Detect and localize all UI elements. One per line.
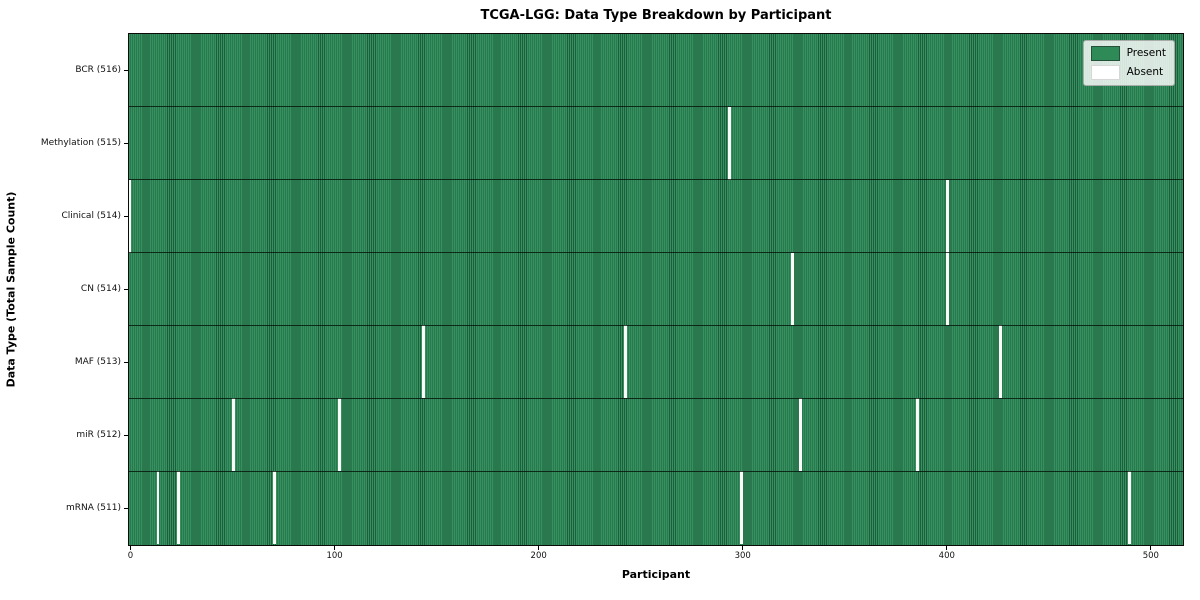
absent-gap bbox=[156, 471, 160, 544]
x-tick-label: 400 bbox=[938, 551, 955, 561]
y-tick-mark bbox=[124, 361, 128, 363]
y-tick-mark bbox=[124, 507, 128, 509]
absent-swatch-icon bbox=[1090, 65, 1120, 80]
x-tick-mark bbox=[130, 546, 132, 550]
y-tick-mark bbox=[124, 434, 128, 436]
y-tick-label: MAF (513) bbox=[74, 356, 121, 367]
row-divider bbox=[129, 179, 1183, 181]
chart-title: TCGA-LGG: Data Type Breakdown by Partici… bbox=[480, 8, 832, 23]
x-tick-mark bbox=[742, 546, 744, 550]
x-tick-label: 100 bbox=[326, 551, 343, 561]
y-tick-mark bbox=[124, 216, 128, 218]
absent-gap bbox=[1128, 471, 1131, 544]
y-tick-label: Methylation (515) bbox=[40, 138, 121, 149]
absent-gap bbox=[946, 179, 950, 253]
x-tick-mark bbox=[1150, 546, 1152, 550]
absent-gap bbox=[177, 471, 180, 544]
absent-gap bbox=[129, 179, 131, 253]
x-axis-label: Participant bbox=[621, 568, 691, 581]
row-divider bbox=[129, 106, 1183, 108]
legend: Present Absent bbox=[1082, 40, 1175, 86]
absent-gap bbox=[791, 252, 795, 326]
y-tick-label: BCR (516) bbox=[75, 65, 121, 76]
absent-gap bbox=[999, 325, 1003, 399]
legend-label-present: Present bbox=[1126, 47, 1166, 59]
x-tick-mark bbox=[946, 546, 948, 550]
y-tick-mark bbox=[124, 289, 128, 290]
legend-entry-present: Present bbox=[1090, 46, 1166, 61]
absent-gap bbox=[740, 471, 744, 544]
y-tick-mark bbox=[124, 143, 128, 145]
y-tick-label: Clinical (514) bbox=[61, 211, 121, 222]
plot-area: Present Absent bbox=[128, 33, 1184, 546]
absent-gap bbox=[799, 398, 803, 472]
absent-gap bbox=[338, 398, 342, 472]
legend-label-absent: Absent bbox=[1126, 66, 1164, 78]
row-divider bbox=[129, 252, 1183, 254]
x-tick-mark bbox=[538, 546, 540, 550]
absent-gap bbox=[623, 325, 627, 399]
row-divider bbox=[129, 397, 1183, 399]
absent-gap bbox=[421, 325, 425, 399]
absent-gap bbox=[232, 398, 235, 472]
absent-gap bbox=[728, 106, 731, 180]
y-tick-label: CN (514) bbox=[80, 284, 121, 294]
legend-entry-absent: Absent bbox=[1090, 65, 1166, 80]
absent-gap bbox=[946, 252, 950, 326]
x-tick-label: 300 bbox=[734, 551, 751, 561]
absent-gap bbox=[272, 471, 276, 544]
row-divider bbox=[129, 470, 1183, 472]
y-tick-label: miR (512) bbox=[76, 429, 121, 440]
x-tick-mark bbox=[334, 546, 336, 550]
absent-gap bbox=[915, 398, 919, 472]
x-tick-label: 200 bbox=[530, 551, 547, 561]
y-tick-label: mRNA (511) bbox=[66, 502, 121, 513]
y-tick-mark bbox=[124, 70, 128, 72]
x-tick-label: 500 bbox=[1142, 551, 1159, 561]
present-swatch-icon bbox=[1090, 46, 1120, 61]
x-tick-label: 0 bbox=[127, 551, 134, 561]
row-divider bbox=[129, 324, 1183, 326]
